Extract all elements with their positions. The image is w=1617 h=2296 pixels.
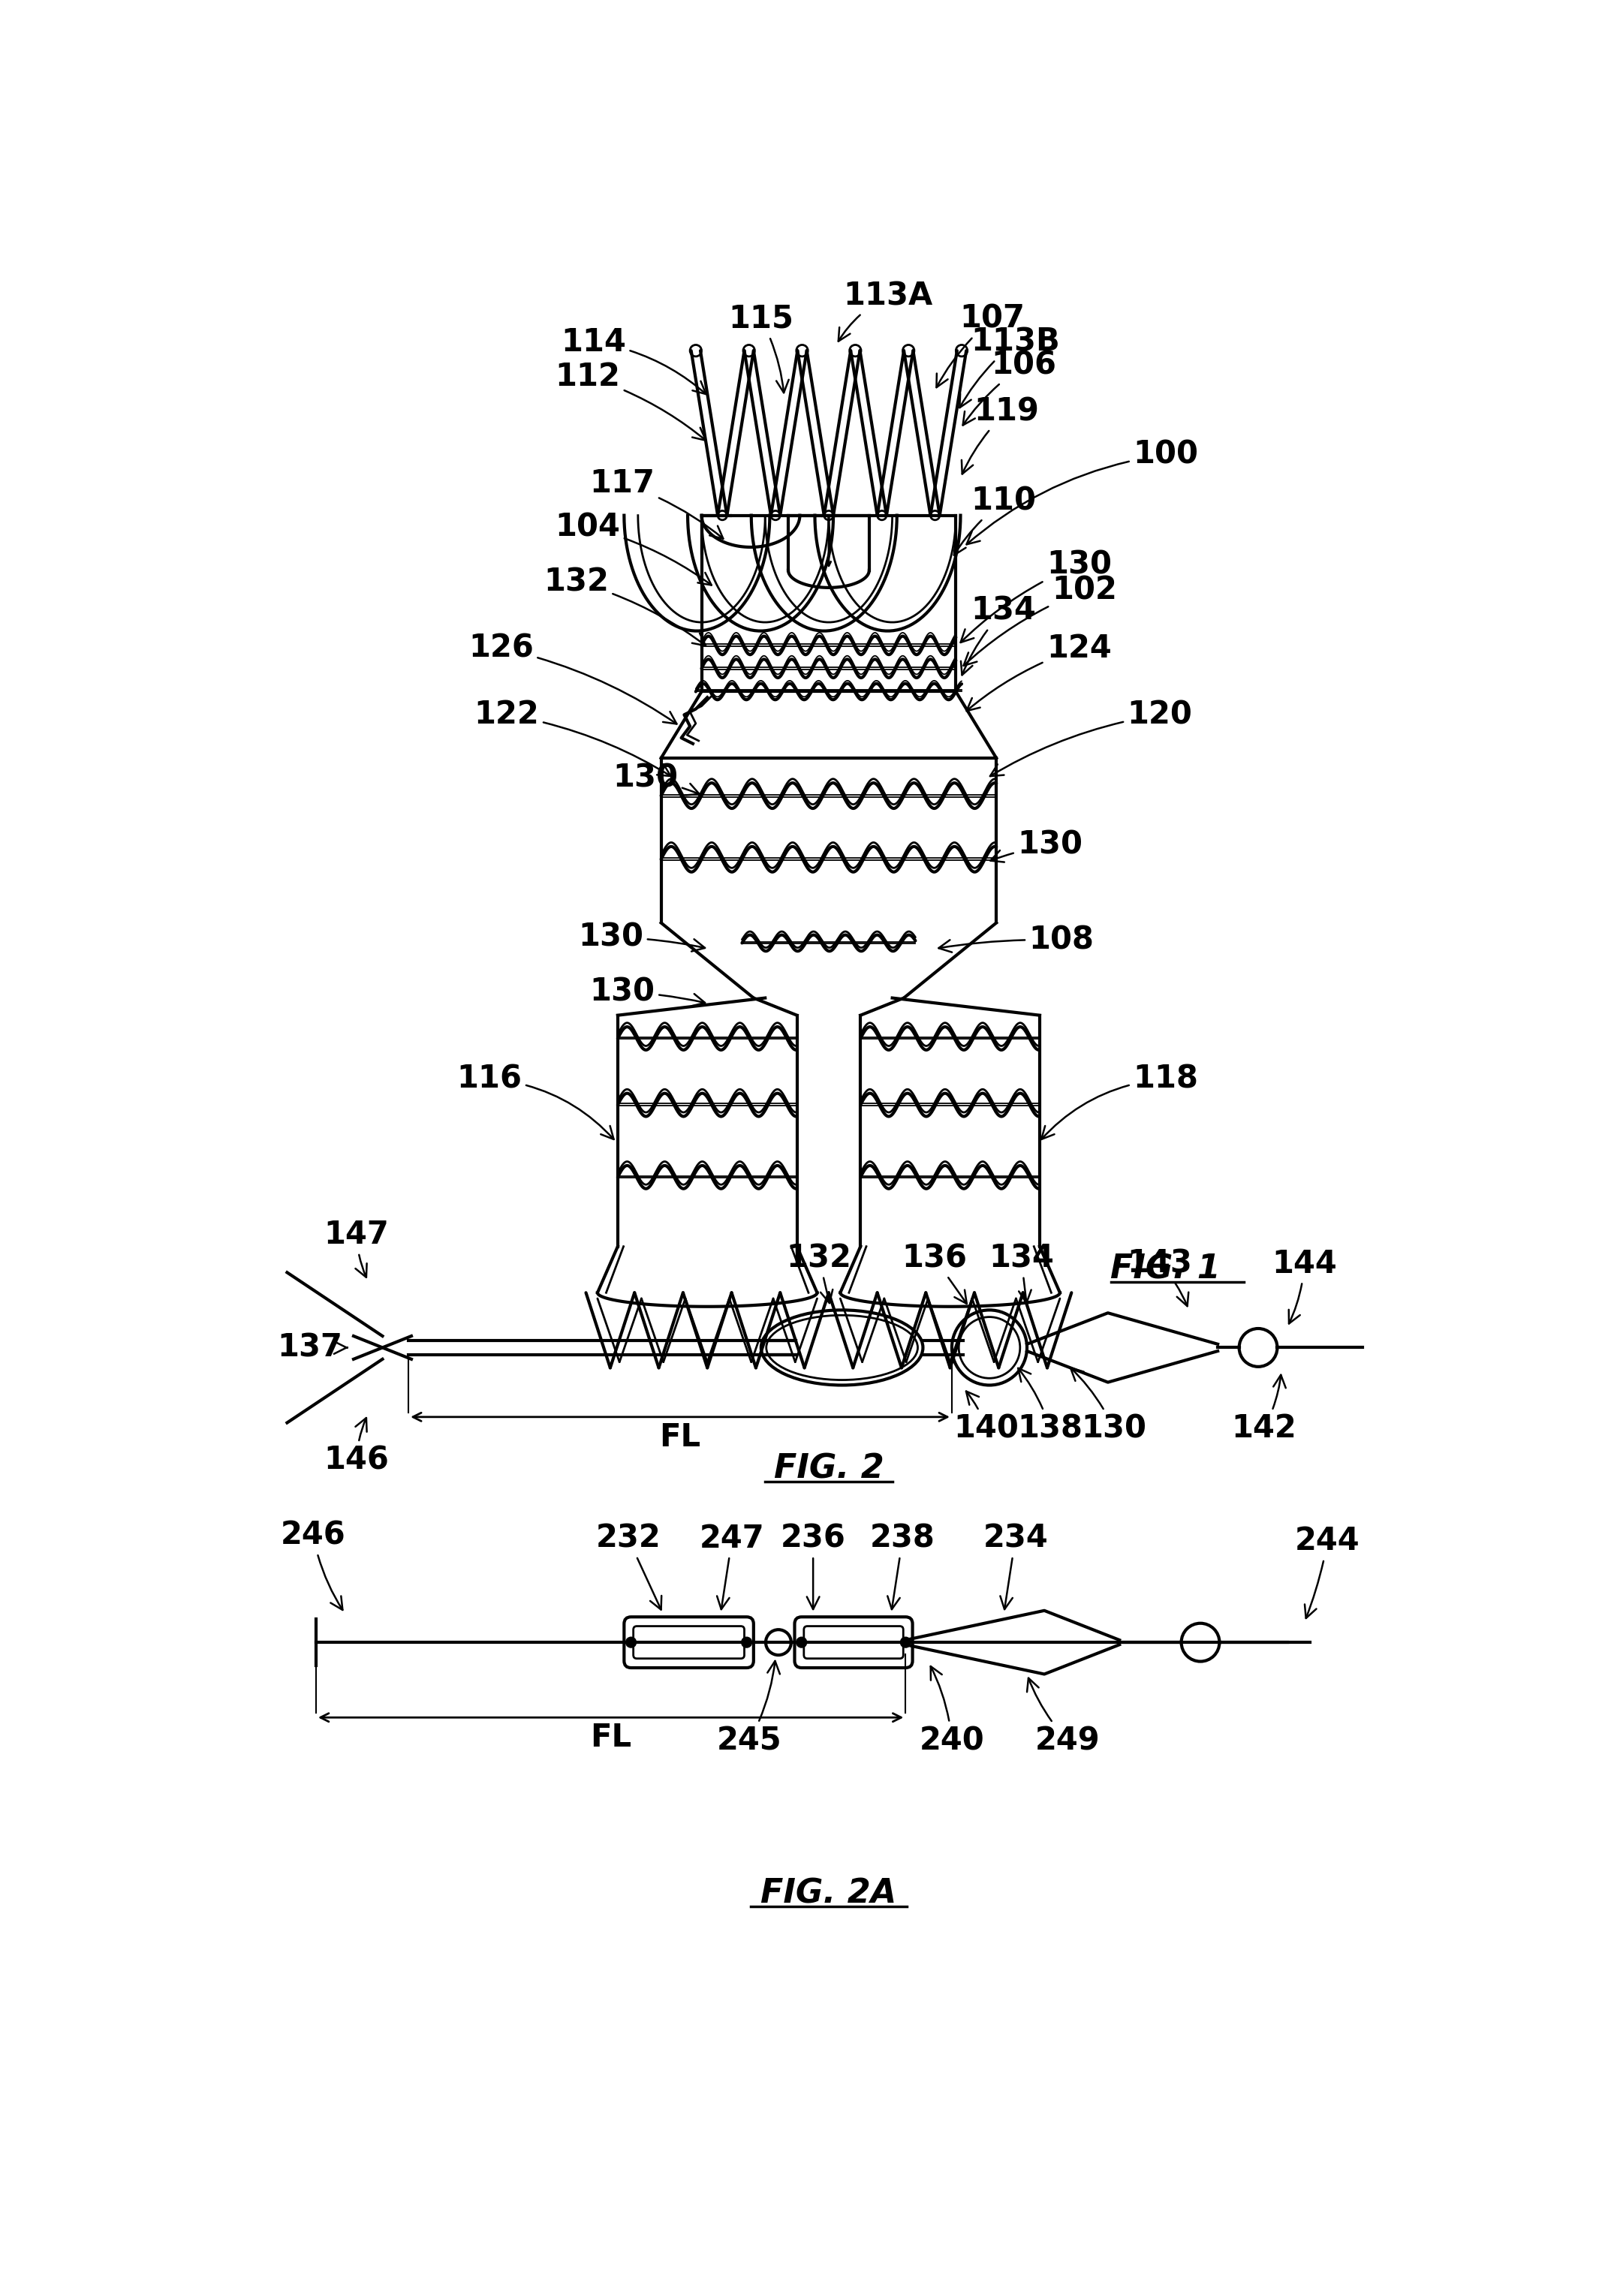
Text: 118: 118 [1041,1063,1198,1139]
Text: 130: 130 [1070,1368,1146,1444]
Circle shape [796,1637,807,1649]
Text: FIG. 2: FIG. 2 [773,1453,884,1486]
Text: 137: 137 [278,1332,348,1364]
Text: 146: 146 [323,1419,390,1476]
Text: 143: 143 [1127,1249,1192,1306]
Text: FL: FL [660,1421,700,1453]
Text: 110: 110 [954,484,1036,556]
Text: 138: 138 [1017,1368,1083,1444]
Text: 120: 120 [990,698,1192,776]
Text: 130: 130 [991,829,1083,861]
Circle shape [901,1637,910,1649]
Text: 130: 130 [960,549,1111,643]
Text: 232: 232 [595,1522,661,1609]
Text: 116: 116 [456,1063,614,1139]
Text: 112: 112 [555,360,707,441]
Text: 130: 130 [613,762,700,794]
Text: 119: 119 [962,395,1040,473]
Text: 124: 124 [967,631,1111,712]
Text: 102: 102 [964,574,1117,666]
Text: FL: FL [590,1722,632,1754]
Text: 117: 117 [590,468,723,540]
Text: 130: 130 [579,921,705,953]
Text: 234: 234 [983,1522,1048,1609]
Text: 115: 115 [729,303,794,393]
Text: 249: 249 [1027,1678,1100,1756]
Text: 246: 246 [280,1520,346,1609]
Text: 134: 134 [988,1242,1054,1304]
Text: 113A: 113A [838,280,933,342]
Text: 100: 100 [967,439,1198,544]
Text: 108: 108 [938,925,1095,955]
Text: 238: 238 [870,1522,935,1609]
Circle shape [626,1637,635,1649]
Text: 247: 247 [700,1522,765,1609]
Text: FIG. 1: FIG. 1 [1111,1254,1221,1286]
Text: FIG. 2A: FIG. 2A [760,1878,897,1910]
Text: 147: 147 [323,1219,390,1277]
Text: 113B: 113B [959,326,1061,409]
Text: 136: 136 [902,1242,967,1304]
Text: 130: 130 [590,976,705,1008]
Text: 244: 244 [1295,1525,1360,1619]
Text: 122: 122 [474,698,671,776]
Text: 245: 245 [716,1660,783,1756]
Text: 104: 104 [555,512,711,585]
Text: 132: 132 [786,1242,852,1304]
Text: 106: 106 [962,349,1058,425]
Text: 134: 134 [960,595,1036,675]
Text: 240: 240 [920,1667,985,1756]
Text: 126: 126 [469,631,678,723]
Text: 107: 107 [936,303,1025,388]
Text: 236: 236 [781,1522,846,1609]
Text: 144: 144 [1273,1249,1337,1322]
Text: 140: 140 [954,1391,1019,1444]
Text: 142: 142 [1232,1375,1297,1444]
Circle shape [742,1637,752,1649]
Text: 132: 132 [543,567,705,645]
Text: 114: 114 [561,326,707,395]
